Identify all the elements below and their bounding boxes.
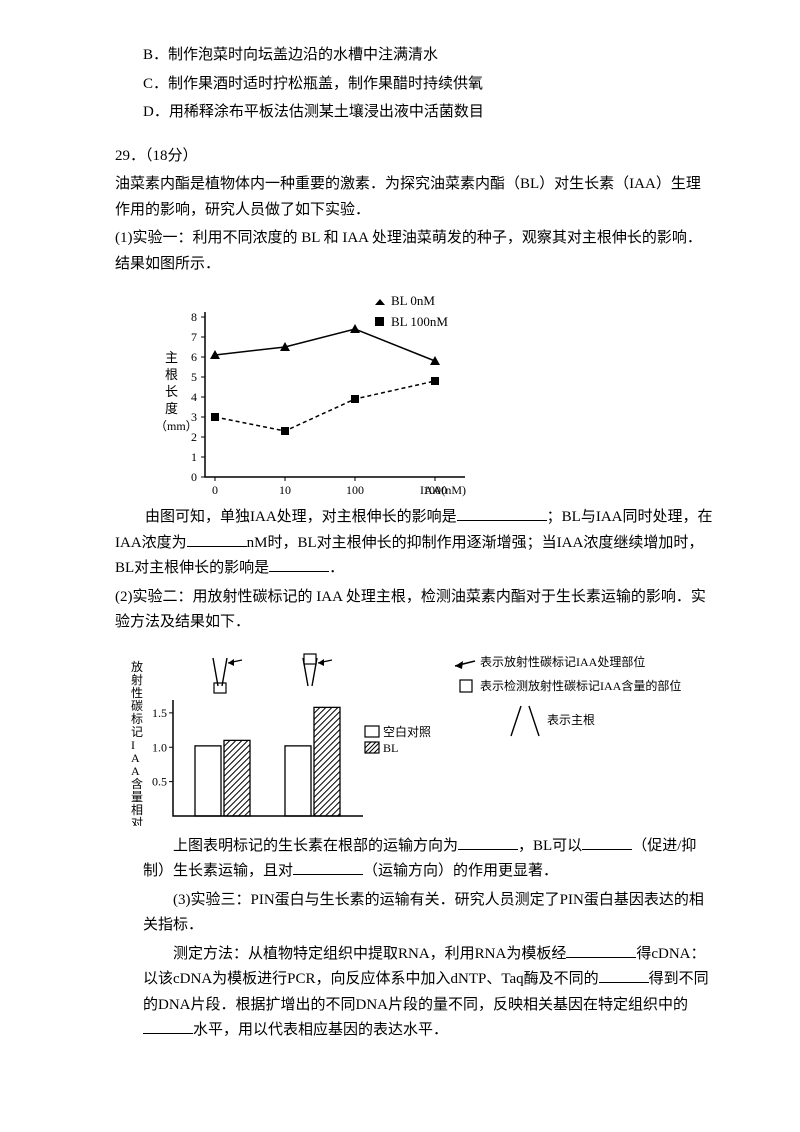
t1: 由图可知，单独IAA处理，对主根伸长的影响是 — [145, 509, 457, 525]
svg-text:5: 5 — [191, 370, 197, 384]
ylabel-4: 度 — [165, 401, 178, 416]
option-b: B．制作泡菜时向坛盖边沿的水槽中注满清水 — [143, 43, 715, 69]
blank-5 — [582, 834, 632, 850]
blank-4 — [458, 834, 518, 850]
chart1-legend: BL 0nM BL 100nM — [375, 293, 448, 329]
svg-text:1.0: 1.0 — [152, 740, 167, 754]
ylabel-unit: （mm） — [155, 419, 198, 433]
svg-text:A: A — [131, 751, 140, 765]
blank-1 — [457, 505, 547, 521]
blank-9 — [143, 1018, 193, 1034]
question-29-header: 29．（18分） — [115, 144, 715, 170]
ylabel-1: 主 — [165, 350, 178, 365]
svg-text:相: 相 — [131, 803, 143, 817]
note2: 表示检测放射性碳标记IAA含量的部位 — [480, 678, 681, 693]
t6: ，BL可以 — [518, 838, 582, 854]
ylabel-3: 长 — [165, 384, 178, 399]
svg-text:I: I — [131, 738, 135, 752]
t12: 水平，用以代表相应基因的表达水平． — [193, 1022, 448, 1038]
svg-text:性: 性 — [131, 686, 143, 700]
legend-bl: BL — [383, 741, 398, 755]
blank-3 — [269, 556, 329, 572]
question-29: 29．（18分） 油菜素内酯是植物体内一种重要的激素．为探究油菜素内酯（BL）对… — [115, 144, 715, 1044]
note1: 表示放射性碳标记IAA处理部位 — [480, 654, 645, 669]
svg-text:碳: 碳 — [131, 699, 143, 713]
blank-2 — [187, 531, 247, 547]
svg-text:0: 0 — [191, 470, 197, 484]
t4: ． — [329, 560, 344, 576]
xlabel: IAA(nM) — [420, 483, 466, 497]
svg-text:放: 放 — [131, 659, 143, 674]
svg-text:8: 8 — [191, 310, 197, 324]
svg-text:记: 记 — [131, 725, 143, 739]
question-29-part2b: 上图表明标记的生长素在根部的运输方向为，BL可以（促进/抑制）生长素运输，且对（… — [143, 834, 715, 885]
document-page: B．制作泡菜时向坛盖边沿的水槽中注满清水 C．制作果酒时适时拧松瓶盖，制作果醋时… — [0, 0, 800, 1087]
svg-text:量: 量 — [131, 790, 143, 804]
svg-text:标: 标 — [131, 712, 143, 726]
svg-text:0.5: 0.5 — [152, 774, 167, 788]
question-29-intro: 油菜素内酯是植物体内一种重要的激素．为探究油菜素内酯（BL）对生长素（IAA）生… — [115, 172, 715, 223]
svg-text:含: 含 — [131, 776, 143, 791]
legend-blank: 空白对照 — [383, 724, 431, 739]
blank-8 — [599, 967, 649, 983]
blank-7 — [566, 942, 636, 958]
chart-2: 放射性碳标记IAA含量相对值0.51.01.5 表示放射性碳标记IAA处理部位 … — [125, 646, 715, 826]
svg-text:6: 6 — [191, 350, 197, 364]
svg-text:0: 0 — [212, 483, 218, 497]
question-29-part1a: (1)实验一：利用不同浓度的 BL 和 IAA 处理油菜萌发的种子，观察其对主根… — [115, 226, 715, 277]
question-29-part3b: 测定方法：从植物特定组织中提取RNA，利用RNA为模板经得cDNA：以该cDNA… — [143, 942, 715, 1044]
note3: 表示主根 — [547, 713, 595, 727]
chart-1: BL 0nM BL 100nM 0123456780101001000 主 根 … — [155, 287, 715, 497]
svg-text:对: 对 — [131, 816, 143, 826]
svg-text:4: 4 — [191, 390, 197, 404]
svg-text:100: 100 — [346, 483, 364, 497]
svg-text:射: 射 — [131, 672, 143, 687]
svg-text:1.5: 1.5 — [152, 705, 167, 719]
legend-bl100: BL 100nM — [391, 314, 448, 329]
svg-text:10: 10 — [279, 483, 291, 497]
ylabel-2: 根 — [165, 367, 178, 382]
svg-text:7: 7 — [191, 330, 197, 344]
question-29-part1b: 由图可知，单独IAA处理，对主根伸长的影响是；BL与IAA同时处理，在IAA浓度… — [115, 505, 715, 582]
t5: 上图表明标记的生长素在根部的运输方向为 — [173, 838, 458, 854]
question-29-part2a: (2)实验二：用放射性碳标记的 IAA 处理主根，检测油菜素内酯对于生长素运输的… — [115, 585, 715, 636]
t9: 测定方法：从植物特定组织中提取RNA，利用RNA为模板经 — [173, 946, 566, 962]
option-c: C．制作果酒时适时拧松瓶盖，制作果醋时持续供氧 — [143, 72, 715, 98]
svg-text:1: 1 — [191, 450, 197, 464]
option-d: D．用稀释涂布平板法估测某土壤浸出液中活菌数目 — [143, 100, 715, 126]
blank-6 — [293, 859, 363, 875]
question-28-options: B．制作泡菜时向坛盖边沿的水槽中注满清水 C．制作果酒时适时拧松瓶盖，制作果醋时… — [143, 43, 715, 126]
legend-bl0: BL 0nM — [391, 293, 435, 308]
question-29-part3a: (3)实验三：PIN蛋白与生长素的运输有关．研究人员测定了PIN蛋白基因表达的相… — [143, 888, 715, 939]
t8: （运输方向）的作用更显著． — [363, 863, 558, 879]
svg-text:A: A — [131, 764, 140, 778]
